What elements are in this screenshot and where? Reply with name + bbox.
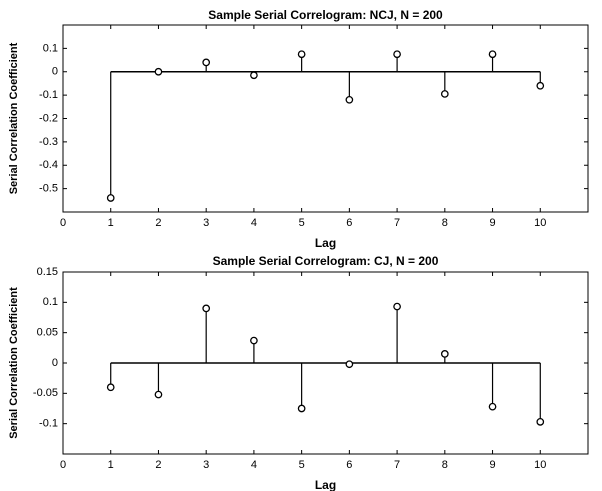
top-x-tick-label: 8 [442, 217, 448, 229]
top-x-tick-label: 5 [299, 217, 305, 229]
top-y-tick-label: -0.4 [39, 159, 58, 171]
top-x-tick-label: 1 [108, 217, 114, 229]
top-point-lag-3 [202, 58, 211, 67]
top-point-lag-2 [154, 67, 163, 76]
top-point-lag-10 [536, 81, 545, 90]
top-x-tick-label: 9 [489, 217, 495, 229]
bottom-point-lag-5 [297, 404, 306, 413]
top-x-tick-label: 3 [203, 217, 209, 229]
bottom-point-lag-8 [440, 350, 449, 358]
bottom-y-tick-label: 0 [52, 357, 58, 369]
top-point-lag-8 [440, 90, 449, 98]
bottom-point-lag-2 [154, 390, 163, 399]
bottom-y-tick-label: -0.1 [39, 418, 58, 430]
bottom-chart-title: Sample Serial Correlogram: CJ, N = 200 [213, 254, 439, 268]
bottom-y-tick-label: 0.1 [43, 296, 58, 308]
top-y-tick-label: -0.1 [39, 89, 58, 101]
top-chart: Sample Serial Correlogram: NCJ, N = 200 L… [8, 8, 589, 250]
bottom-point-lag-7 [393, 302, 401, 311]
top-point-lag-4 [250, 71, 258, 80]
bottom-x-tick-label: 10 [534, 459, 546, 471]
bottom-point-lag-10 [536, 417, 545, 426]
top-chart-title: Sample Serial Correlogram: NCJ, N = 200 [208, 8, 443, 22]
bottom-chart: Sample Serial Correlogram: CJ, N = 200 La… [8, 254, 589, 491]
bottom-x-tick-label: 9 [489, 459, 495, 471]
top-y-tick-label: -0.3 [39, 136, 58, 148]
bottom-y-tick-label: 0.05 [37, 327, 58, 339]
top-y-tick-label: 0 [52, 66, 58, 78]
bottom-x-axis-label: Lag [315, 478, 336, 491]
top-y-tick-label: -0.2 [39, 112, 58, 124]
bottom-point-lag-9 [488, 402, 497, 411]
top-point-lag-9 [488, 50, 497, 59]
top-y-axis-label: Serial Correlation Coefficient [8, 42, 20, 194]
top-x-tick-label: 0 [60, 217, 66, 229]
top-x-tick-label: 6 [346, 217, 352, 229]
top-x-tick-label: 4 [251, 217, 257, 229]
bottom-x-tick-label: 3 [203, 459, 209, 471]
top-y-tick-label: 0.1 [43, 42, 58, 54]
bottom-x-tick-label: 7 [394, 459, 400, 471]
top-point-lag-6 [345, 95, 354, 104]
bottom-x-tick-label: 5 [299, 459, 305, 471]
top-point-lag-1 [106, 194, 115, 202]
top-x-tick-label: 2 [155, 217, 161, 229]
bottom-x-tick-label: 6 [346, 459, 352, 471]
top-x-tick-label: 7 [394, 217, 400, 229]
bottom-point-lag-4 [250, 336, 258, 345]
top-point-lag-7 [393, 50, 401, 59]
bottom-point-lag-6 [345, 360, 354, 369]
top-x-axis-label: Lag [315, 236, 336, 250]
bottom-point-lag-3 [202, 304, 211, 313]
top-axes-box [62, 24, 589, 213]
top-y-tick-label: -0.5 [39, 183, 58, 195]
bottom-point-lag-1 [106, 383, 115, 392]
top-point-lag-5 [297, 50, 306, 59]
top-x-tick-label: 10 [534, 217, 546, 229]
bottom-x-tick-label: 8 [442, 459, 448, 471]
bottom-x-tick-label: 4 [251, 459, 257, 471]
bottom-y-tick-label: 0.15 [37, 266, 58, 278]
bottom-x-tick-label: 2 [155, 459, 161, 471]
bottom-x-tick-label: 1 [108, 459, 114, 471]
bottom-x-tick-label: 0 [60, 459, 66, 471]
bottom-y-tick-label: -0.05 [33, 387, 58, 399]
bottom-y-axis-label: Serial Correlation Coefficient [8, 287, 20, 439]
